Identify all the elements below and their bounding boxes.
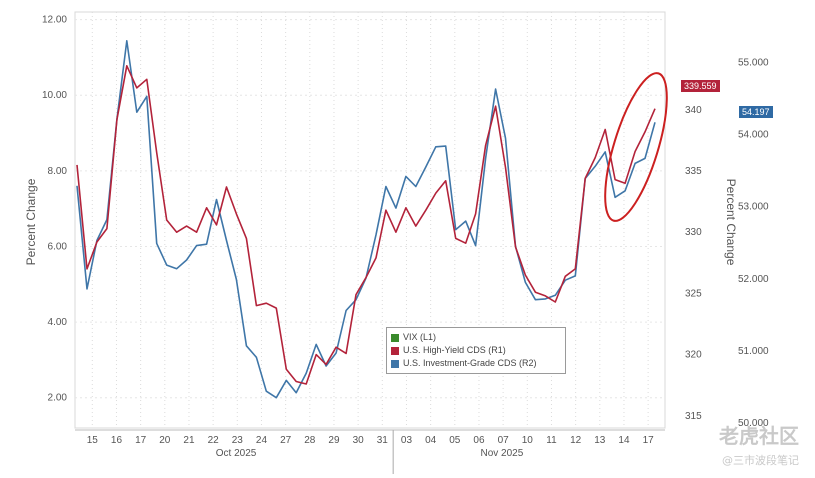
- x-day-label: 16: [111, 435, 123, 446]
- r1-tick-label: 315: [685, 411, 702, 422]
- series-line-ig-cds: [76, 39, 656, 399]
- x-day-label: 21: [183, 435, 195, 446]
- x-day-label: 20: [159, 435, 171, 446]
- legend-label-ig-cds: U.S. Investment-Grade CDS (R2): [403, 358, 537, 368]
- legend-swatch-ig-cds: [391, 359, 399, 368]
- r1-tick-label: 335: [685, 166, 702, 177]
- x-day-label: 24: [256, 435, 268, 446]
- left-tick-label: 8.00: [48, 166, 68, 177]
- x-axis: 15 16 17 20 21 22 23 24 27 28 29 30 31 03 04 05 06 07 10 11…: [75, 429, 665, 474]
- x-day-label: 28: [304, 435, 316, 446]
- left-axis: 12.00 10.00 8.00 6.00 4.00 2.00: [42, 15, 67, 404]
- r2-tick-label: 54.000: [738, 130, 769, 141]
- r1-tick-label: 340: [685, 105, 702, 116]
- plot-frame: [74, 11, 666, 429]
- x-day-label: 12: [570, 435, 582, 446]
- r2-tick-label: 50.000: [738, 418, 769, 429]
- highlight-ellipse: [604, 72, 668, 222]
- series-lines: [76, 39, 656, 399]
- watermark-sub: @三市波段笔记: [722, 454, 799, 467]
- x-day-label: 06: [473, 435, 485, 446]
- grid: [74, 11, 666, 429]
- legend-item-vix: VIX (L1): [391, 331, 561, 344]
- watermark-main: 老虎社区: [719, 424, 799, 448]
- legend-label-hy-cds: U.S. High-Yield CDS (R1): [403, 345, 506, 355]
- ig-cds-last-value-badge: 54.197: [739, 106, 773, 118]
- legend-item-ig-cds: U.S. Investment-Grade CDS (R2): [391, 357, 561, 370]
- r2-tick-label: 55.000: [738, 57, 769, 68]
- x-day-label: 17: [135, 435, 147, 446]
- r2-tick-label: 51.000: [738, 346, 769, 357]
- r2-tick-label: 52.000: [738, 274, 769, 285]
- legend: VIX (L1) U.S. High-Yield CDS (R1) U.S. I…: [386, 327, 566, 374]
- x-day-label: 07: [498, 435, 510, 446]
- left-tick-label: 4.00: [48, 317, 68, 328]
- x-day-label: 04: [425, 435, 437, 446]
- series-line-hy-cds: [76, 65, 656, 385]
- left-tick-label: 10.00: [42, 90, 67, 101]
- x-day-label: 05: [449, 435, 461, 446]
- hy-cds-last-value-badge: 339.559: [681, 80, 720, 92]
- left-tick-label: 12.00: [42, 15, 67, 26]
- x-day-label: 10: [522, 435, 534, 446]
- x-day-label: 22: [208, 435, 220, 446]
- x-month-label: Oct 2025: [216, 448, 257, 459]
- x-day-label: 14: [618, 435, 630, 446]
- x-day-label: 27: [280, 435, 292, 446]
- left-tick-label: 2.00: [48, 393, 68, 404]
- r1-tick-label: 320: [685, 350, 702, 361]
- left-axis-title: Percent Change: [24, 178, 38, 265]
- x-day-label: 11: [546, 435, 557, 446]
- x-day-label: 15: [87, 435, 99, 446]
- legend-swatch-hy-cds: [391, 346, 399, 355]
- x-month-label: Nov 2025: [481, 448, 524, 459]
- x-day-label: 13: [594, 435, 606, 446]
- r2-tick-label: 53.000: [738, 202, 769, 213]
- x-day-label: 23: [232, 435, 244, 446]
- x-day-label: 29: [328, 435, 340, 446]
- r1-tick-label: 325: [685, 288, 702, 299]
- legend-swatch-vix: [391, 333, 399, 342]
- legend-item-hy-cds: U.S. High-Yield CDS (R1): [391, 344, 561, 357]
- x-day-label: 17: [643, 435, 655, 446]
- x-day-label: 31: [377, 435, 389, 446]
- r1-tick-label: 330: [685, 227, 702, 238]
- legend-label-vix: VIX (L1): [403, 332, 437, 342]
- left-tick-label: 6.00: [48, 241, 68, 252]
- x-day-label: 03: [401, 435, 413, 446]
- right-axis: 340 335 330 325 320 315 55.000 54.000 53.000 52.0…: [685, 57, 769, 428]
- right-axis-title: Percent Change: [724, 179, 738, 266]
- x-day-label: 30: [353, 435, 365, 446]
